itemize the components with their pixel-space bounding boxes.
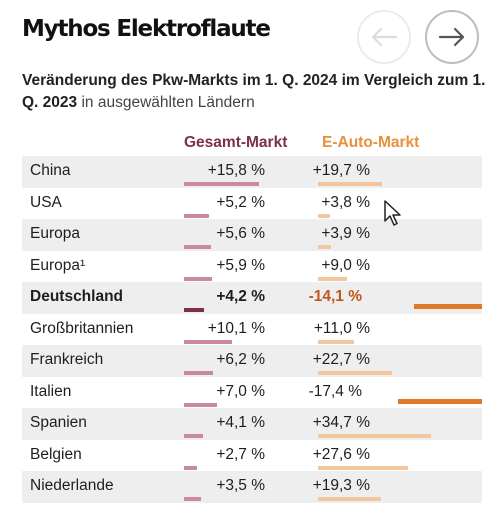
- ev-market-bar: [414, 304, 482, 309]
- country-label: Belgien: [30, 445, 82, 463]
- ev-market-value: -14,1 %: [308, 288, 362, 305]
- total-market-value: +15,8 %: [207, 162, 265, 179]
- total-market-value: +5,2 %: [216, 193, 265, 211]
- total-market-value: +6,2 %: [216, 351, 265, 368]
- ev-market-value: +34,7 %: [312, 414, 370, 431]
- table-row: Großbritannien +10,1 % +11,0 %: [22, 314, 482, 346]
- ev-market-value: +11,0 %: [313, 319, 370, 337]
- total-market-bar: [184, 465, 197, 470]
- country-label: Europa: [30, 225, 80, 242]
- total-market-value: +5,6 %: [216, 225, 265, 242]
- ev-market-bar: [318, 245, 331, 249]
- country-label: Frankreich: [30, 351, 104, 368]
- next-button[interactable]: [425, 10, 479, 64]
- total-market-value: +7,0 %: [216, 382, 265, 400]
- ev-market-value: +3,9 %: [321, 225, 370, 242]
- total-market-value: +5,9 %: [216, 256, 265, 274]
- total-market-value: +2,7 %: [216, 445, 265, 463]
- total-market-value: +3,5 %: [216, 477, 265, 494]
- ev-market-bar: [318, 371, 392, 375]
- ev-market-bar: [318, 434, 431, 438]
- country-label: Italien: [30, 382, 72, 400]
- country-label: Großbritannien: [30, 319, 134, 337]
- ev-market-bar: [318, 276, 348, 281]
- total-market-value: +4,2 %: [216, 288, 265, 305]
- table-row: Deutschland +4,2 % -14,1 %: [22, 282, 482, 314]
- total-market-bar: [184, 497, 201, 501]
- table-row: Niederlande +3,5 % +19,3 %: [22, 471, 482, 503]
- chart-title: Mythos Elektroflaute: [22, 16, 271, 42]
- total-market-bar: [184, 276, 213, 281]
- country-label: USA: [30, 193, 62, 211]
- data-table: China +15,8 % +19,7 % USA +5,2 % +3,8 % Europa…: [22, 156, 482, 503]
- ev-market-value: +3,8 %: [321, 193, 370, 211]
- ev-market-value: +19,3 %: [312, 477, 370, 494]
- column-header-total: Gesamt-Markt: [184, 134, 288, 151]
- table-row: Europa +5,6 % +3,9 %: [22, 219, 482, 251]
- total-market-bar: [184, 308, 204, 312]
- ev-market-bar: [318, 213, 331, 218]
- table-row: Belgien +2,7 % +27,6 %: [22, 440, 482, 472]
- ev-market-bar: [318, 182, 383, 186]
- ev-market-value: +9,0 %: [321, 256, 370, 274]
- ev-market-value: +27,6 %: [312, 445, 370, 463]
- ev-market-bar: [318, 497, 381, 501]
- table-row: Spanien +4,1 % +34,7 %: [22, 408, 482, 440]
- total-market-value: +10,1 %: [207, 319, 265, 337]
- total-market-bar: [184, 371, 214, 375]
- ev-market-bar: [398, 398, 482, 404]
- country-label: China: [30, 162, 71, 179]
- subtitle-scope: in ausgewählten Ländern: [81, 94, 255, 111]
- table-row: Europa¹ +5,9 % +9,0 %: [22, 251, 482, 283]
- total-market-bar: [184, 245, 211, 249]
- total-market-bar: [184, 402, 218, 407]
- mouse-cursor-icon: [384, 200, 401, 226]
- country-label: Niederlande: [30, 477, 114, 494]
- table-row: China +15,8 % +19,7 %: [22, 156, 482, 188]
- total-market-value: +4,1 %: [216, 414, 265, 431]
- arrow-left-icon: [371, 27, 398, 47]
- chart-subtitle: Veränderung des Pkw-Markts im 1. Q. 2024…: [22, 70, 492, 114]
- ev-market-value: +22,7 %: [312, 351, 370, 368]
- total-market-bar: [184, 213, 209, 218]
- total-market-bar: [184, 339, 232, 344]
- previous-button[interactable]: [357, 10, 411, 64]
- total-market-bar: [184, 182, 260, 186]
- ev-market-value: +19,7 %: [312, 162, 370, 179]
- ev-market-bar: [318, 465, 408, 470]
- table-row: USA +5,2 % +3,8 %: [22, 188, 482, 220]
- arrow-right-icon: [438, 27, 465, 47]
- table-row: Italien +7,0 % -17,4 %: [22, 377, 482, 409]
- total-market-bar: [184, 434, 204, 438]
- column-header-ev: E-Auto-Markt: [322, 134, 420, 151]
- table-row: Frankreich +6,2 % +22,7 %: [22, 345, 482, 377]
- ev-market-value: -17,4 %: [308, 382, 362, 400]
- country-label: Deutschland: [30, 288, 124, 305]
- subtitle-main: Veränderung des Pkw-Markts im 1. Q. 2024…: [22, 72, 486, 111]
- country-label: Spanien: [30, 414, 87, 431]
- country-label: Europa¹: [30, 256, 86, 274]
- ev-market-bar: [318, 339, 354, 344]
